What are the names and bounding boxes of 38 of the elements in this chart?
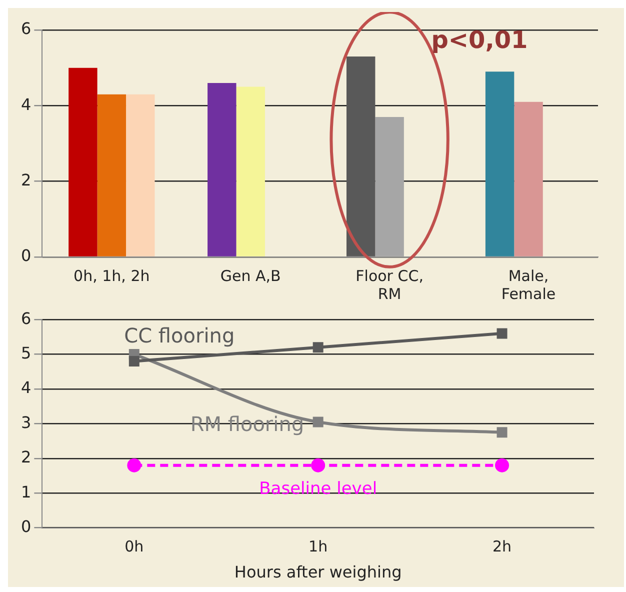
point (312, 342, 324, 353)
x-tick-label: Male, Female (501, 266, 556, 303)
bar (208, 82, 236, 256)
y-tick-label: 4 (20, 378, 32, 398)
y-tick-label: 2 (20, 448, 32, 467)
point (128, 356, 140, 366)
point (496, 328, 508, 339)
point (311, 458, 326, 472)
bar (97, 94, 126, 256)
x-tick-label: Floor CC, RM (356, 266, 424, 303)
bar (485, 72, 514, 256)
x-axis-title: Hours after weighing (234, 562, 402, 582)
point (496, 427, 508, 438)
point (495, 458, 510, 472)
bar (375, 117, 404, 256)
annotation: p<0,01 (431, 26, 528, 54)
x-tick-label: 0h, 1h, 2h (74, 266, 150, 285)
y-tick-label: 2 (20, 170, 32, 190)
y-tick-label: 5 (20, 343, 32, 362)
x-tick-label: 0h (124, 538, 144, 556)
bar (126, 94, 155, 256)
y-tick-label: 1 (20, 482, 32, 502)
point (127, 458, 142, 472)
y-tick-label: 0 (20, 246, 32, 266)
x-tick-label: 1h (308, 538, 328, 556)
series-label: CC flooring (124, 323, 235, 348)
y-tick-label: 0 (20, 516, 32, 536)
x-tick-label: 2h (492, 538, 512, 556)
point (312, 416, 324, 428)
bar (514, 102, 543, 256)
bar (236, 86, 265, 256)
bar (346, 56, 376, 256)
y-tick-label: 4 (20, 94, 32, 114)
bar (68, 68, 98, 256)
y-tick-label: 3 (20, 412, 32, 432)
x-tick-label: Gen A,B (220, 266, 281, 285)
y-tick-label: 6 (20, 19, 32, 38)
y-tick-label: 6 (20, 308, 32, 328)
